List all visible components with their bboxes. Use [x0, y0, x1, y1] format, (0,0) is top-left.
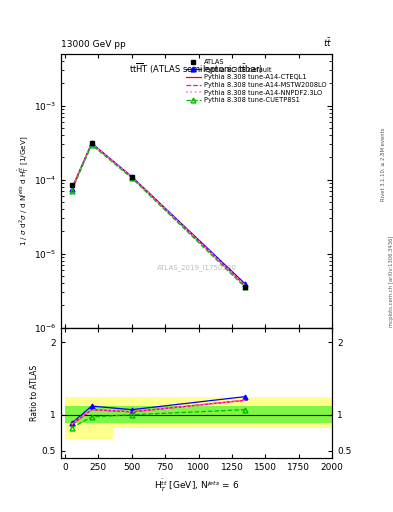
- Text: mcplots.cern.ch [arXiv:1306.3436]: mcplots.cern.ch [arXiv:1306.3436]: [389, 236, 393, 327]
- Bar: [65, 406, 332, 423]
- Text: ATLAS_2019_I1750330: ATLAS_2019_I1750330: [156, 264, 237, 271]
- Legend: ATLAS, Pythia 8.308 default, Pythia 8.308 tune-A14-CTEQL1, Pythia 8.308 tune-A14: ATLAS, Pythia 8.308 default, Pythia 8.30…: [184, 57, 329, 105]
- Y-axis label: Ratio to ATLAS: Ratio to ATLAS: [30, 365, 39, 421]
- Text: tt$\overline{\rm H}$T (ATLAS semileptonic t$\bar{\rm t}$bar): tt$\overline{\rm H}$T (ATLAS semileptoni…: [129, 62, 264, 77]
- Text: 13000 GeV pp: 13000 GeV pp: [61, 39, 126, 49]
- Text: $t\bar{t}$: $t\bar{t}$: [323, 36, 332, 49]
- Text: Rivet 3.1.10, ≥ 2.8M events: Rivet 3.1.10, ≥ 2.8M events: [381, 127, 386, 201]
- Bar: [65, 397, 113, 439]
- X-axis label: H$_T^{\bar{t}t}$ [GeV], N$^{jets}$ = 6: H$_T^{\bar{t}t}$ [GeV], N$^{jets}$ = 6: [154, 478, 239, 494]
- Y-axis label: 1 / $\sigma$ d$^2\sigma$ / d N$^{jets}$ d H$_T^{\bar{t}t}$ [1/GeV]: 1 / $\sigma$ d$^2\sigma$ / d N$^{jets}$ …: [17, 136, 31, 246]
- Bar: [113, 397, 332, 428]
